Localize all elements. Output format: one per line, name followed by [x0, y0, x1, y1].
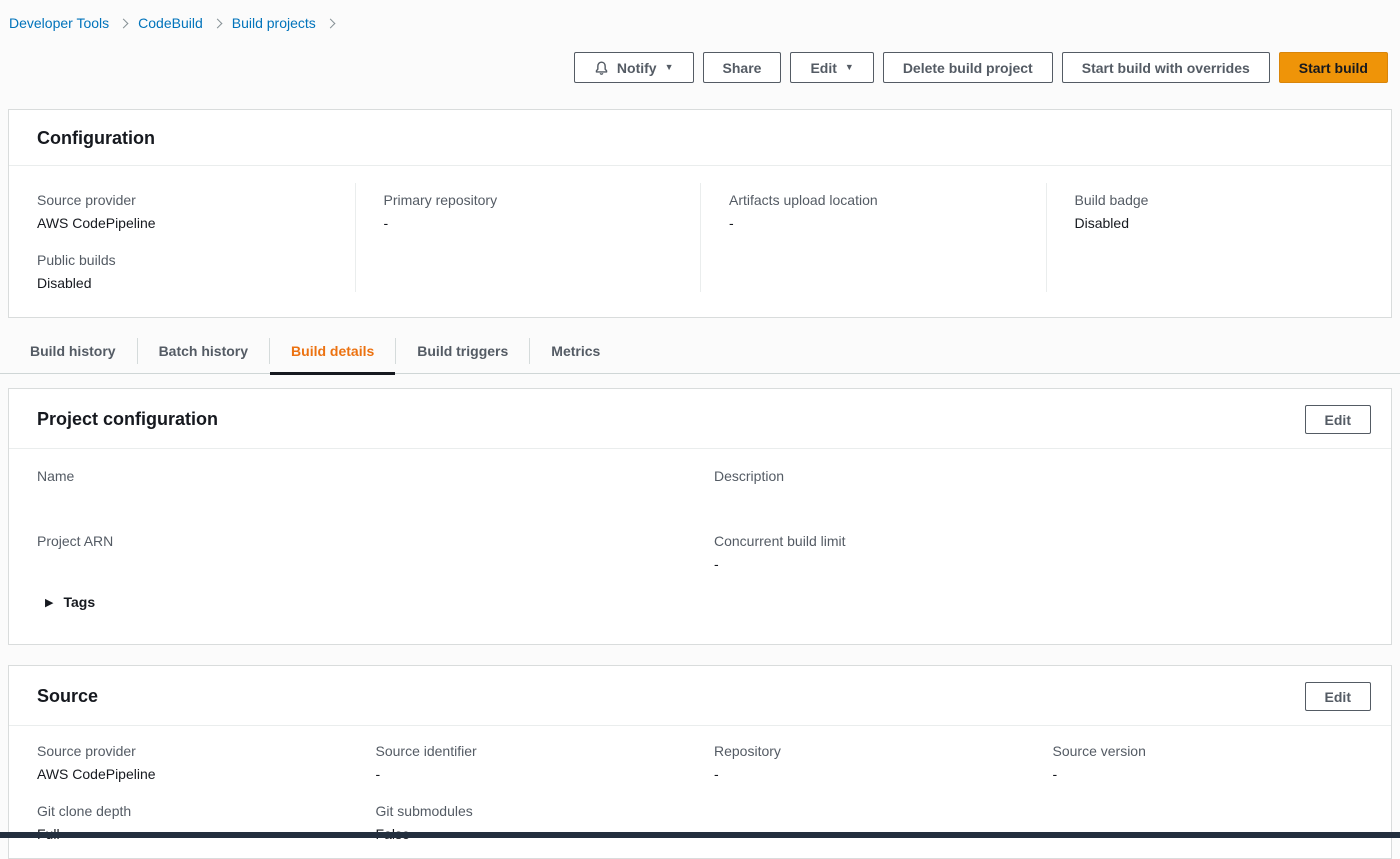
field-label: Build badge — [1074, 192, 1149, 208]
project-configuration-header: Project configuration Edit — [9, 389, 1391, 449]
tab-build-triggers[interactable]: Build triggers — [417, 342, 509, 359]
field-description: Description — [714, 468, 1391, 512]
field-value: - — [714, 556, 719, 572]
configuration-title: Configuration — [37, 128, 155, 148]
field-value: - — [383, 215, 389, 231]
field-source-provider: Source provider AWS CodePipeline — [37, 743, 376, 783]
field-label: Concurrent build limit — [714, 533, 846, 549]
field-value — [714, 491, 1391, 508]
tab-build-history[interactable]: Build history — [30, 342, 116, 359]
field-value: AWS CodePipeline — [37, 215, 156, 231]
start-build-button-label: Start build — [1298, 59, 1368, 76]
field-value — [37, 556, 714, 573]
field-public-builds: Public builds Disabled — [37, 252, 355, 292]
tab-metrics[interactable]: Metrics — [551, 342, 601, 359]
tab-divider — [529, 337, 531, 364]
chevron-right-icon — [325, 18, 336, 28]
breadcrumb-link-developer-tools[interactable]: Developer Tools — [9, 15, 110, 31]
field-value: - — [375, 766, 381, 782]
edit-button-label: Edit — [810, 59, 837, 76]
field-value: Disabled — [1074, 215, 1129, 231]
field-label: Public builds — [37, 252, 116, 268]
tab-divider — [269, 337, 271, 364]
field-artifacts-upload-location: Artifacts upload location - — [729, 192, 1046, 232]
share-button[interactable]: Share — [702, 52, 782, 83]
field-label: Git submodules — [375, 803, 473, 819]
tags-expander[interactable]: ▶ Tags — [9, 577, 1391, 644]
edit-dropdown-button[interactable]: Edit ▼ — [790, 52, 874, 83]
field-source-provider: Source provider AWS CodePipeline — [37, 192, 355, 232]
field-label: Artifacts upload location — [729, 192, 878, 208]
field-label: Description — [714, 468, 785, 484]
field-repository: Repository - — [714, 743, 1053, 783]
field-label: Git clone depth — [37, 803, 132, 819]
field-value: - — [714, 766, 719, 782]
triangle-right-icon: ▶ — [45, 596, 54, 609]
configuration-column-2: Primary repository - — [354, 183, 701, 292]
field-label: Source provider — [37, 192, 136, 208]
configuration-card-header: Configuration — [9, 110, 1391, 166]
caret-down-icon: ▼ — [664, 62, 674, 72]
source-title: Source — [37, 686, 99, 706]
field-name: Name — [37, 468, 714, 512]
configuration-card: Configuration Source provider AWS CodePi… — [8, 109, 1392, 318]
source-content: Source provider AWS CodePipeline Source … — [9, 726, 1391, 858]
share-button-label: Share — [722, 59, 762, 76]
field-source-identifier: Source identifier - — [376, 743, 715, 783]
tab-divider — [136, 337, 138, 364]
start-build-with-overrides-button[interactable]: Start build with overrides — [1061, 52, 1270, 83]
configuration-column-4: Build badge Disabled — [1045, 183, 1392, 292]
field-value: Disabled — [37, 275, 92, 291]
configuration-content: Source provider AWS CodePipeline Public … — [9, 166, 1391, 317]
chevron-right-icon — [118, 18, 129, 28]
field-value: - — [729, 215, 734, 231]
field-source-version: Source version - — [1053, 743, 1392, 783]
project-configuration-content: Name Description Project ARN Concurrent … — [9, 449, 1391, 577]
configuration-column-1: Source provider AWS CodePipeline Public … — [9, 183, 355, 292]
field-label: Primary repository — [383, 192, 498, 208]
notify-button-label: Notify — [616, 59, 657, 76]
field-label: Name — [37, 468, 75, 484]
breadcrumb-link-codebuild[interactable]: CodeBuild — [138, 15, 203, 31]
source-card: Source Edit Source provider AWS CodePipe… — [8, 665, 1392, 859]
tab-strip: Build history Batch history Build detail… — [0, 328, 1400, 375]
field-value: - — [1052, 766, 1058, 782]
tab-batch-history[interactable]: Batch history — [158, 342, 249, 359]
field-primary-repository: Primary repository - — [384, 192, 701, 232]
chevron-right-icon — [212, 18, 223, 28]
field-value: AWS CodePipeline — [37, 766, 156, 782]
field-label: Source provider — [37, 743, 136, 759]
field-value — [37, 491, 714, 508]
caret-down-icon: ▼ — [844, 62, 854, 72]
edit-button-label: Edit — [1324, 688, 1351, 705]
bell-icon — [594, 60, 609, 76]
source-header: Source Edit — [9, 666, 1391, 726]
tab-divider — [395, 337, 397, 364]
delete-build-project-button[interactable]: Delete build project — [882, 52, 1053, 83]
tags-label: Tags — [63, 594, 96, 610]
breadcrumb: Developer Tools CodeBuild Build projects — [0, 0, 1400, 31]
project-configuration-title: Project configuration — [37, 409, 219, 429]
tab-build-details[interactable]: Build details — [270, 328, 396, 375]
notify-button[interactable]: Notify ▼ — [573, 52, 694, 83]
project-configuration-edit-button[interactable]: Edit — [1304, 405, 1371, 434]
footer-bar — [0, 832, 1400, 838]
field-label: Source version — [1052, 743, 1146, 759]
breadcrumb-link-build-projects[interactable]: Build projects — [231, 15, 316, 31]
overrides-button-label: Start build with overrides — [1081, 59, 1250, 76]
field-label: Source identifier — [375, 743, 477, 759]
field-build-badge: Build badge Disabled — [1075, 192, 1392, 232]
field-label: Project ARN — [37, 533, 114, 549]
edit-button-label: Edit — [1324, 411, 1351, 428]
field-concurrent-build-limit: Concurrent build limit - — [714, 533, 1391, 577]
action-bar: Notify ▼ Share Edit ▼ Delete build proje… — [0, 31, 1400, 83]
configuration-column-3: Artifacts upload location - — [700, 183, 1046, 292]
delete-button-label: Delete build project — [902, 59, 1033, 76]
field-label: Repository — [714, 743, 781, 759]
start-build-button[interactable]: Start build — [1278, 52, 1388, 83]
field-project-arn: Project ARN — [37, 533, 714, 577]
project-configuration-card: Project configuration Edit Name Descript… — [8, 388, 1392, 645]
source-edit-button[interactable]: Edit — [1304, 682, 1371, 711]
